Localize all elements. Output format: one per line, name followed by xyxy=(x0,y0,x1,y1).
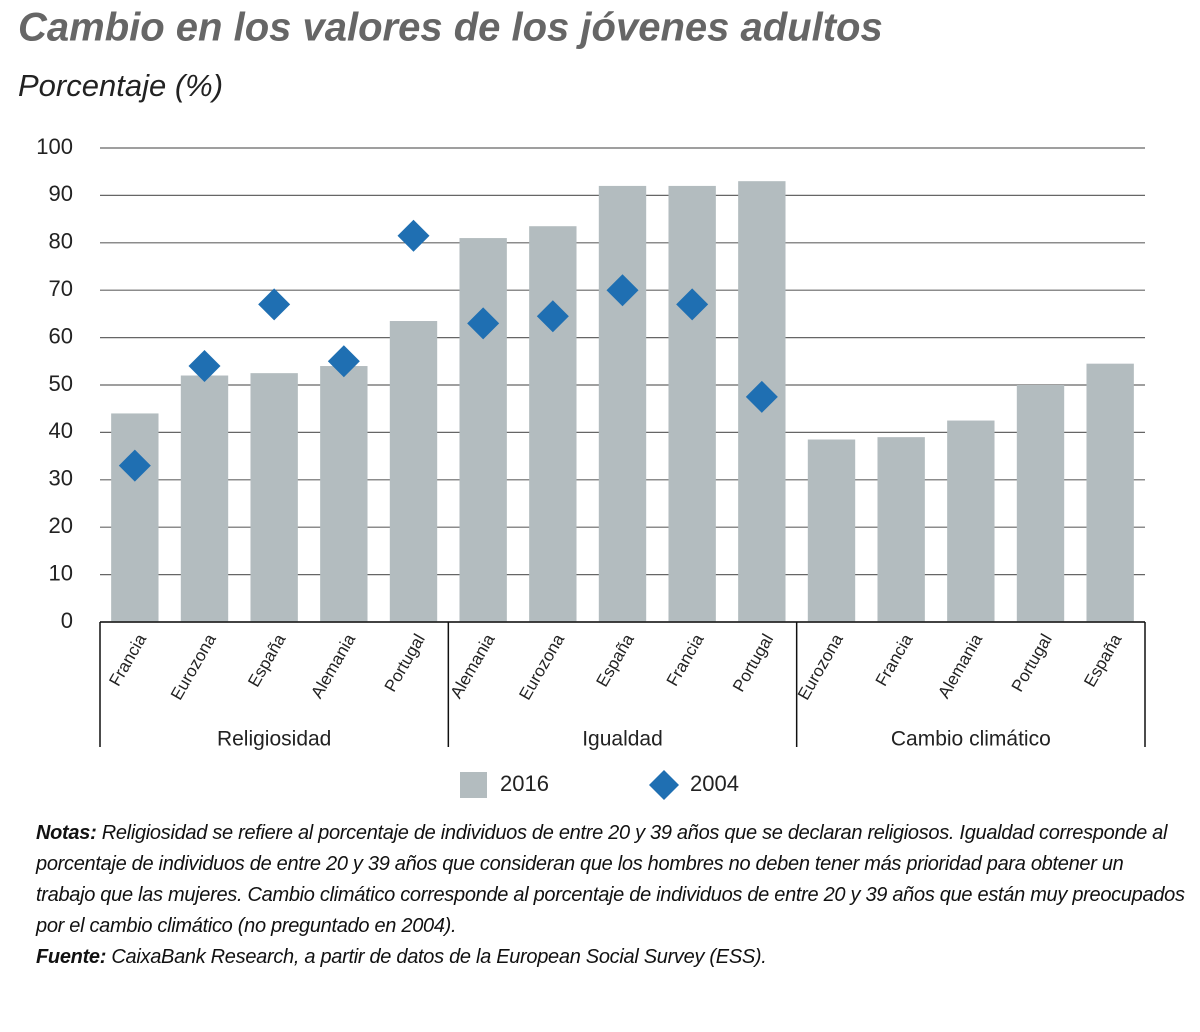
marker xyxy=(467,307,500,340)
legend-label: 2004 xyxy=(690,771,739,796)
bar xyxy=(668,185,716,623)
marker xyxy=(258,288,291,321)
chart-subtitle: Porcentaje (%) xyxy=(18,68,223,103)
group-label: Cambio climático xyxy=(891,728,1051,751)
x-tick-label: Francia xyxy=(872,630,917,689)
legend-swatch xyxy=(460,772,487,798)
notes-label: Notas: xyxy=(36,822,97,844)
bar xyxy=(807,439,856,622)
bar xyxy=(1016,385,1065,622)
bar xyxy=(598,185,647,623)
x-tick-label: Portugal xyxy=(381,631,429,695)
y-tick-label: 30 xyxy=(49,466,73,491)
marker xyxy=(606,274,639,307)
y-tick-label: 80 xyxy=(49,229,73,254)
y-tick-label: 20 xyxy=(49,513,73,538)
notes: Notas: Religiosidad se refiere al porcen… xyxy=(36,818,1186,973)
bar xyxy=(877,437,925,622)
legend-label: 2016 xyxy=(500,771,549,796)
marker xyxy=(327,345,360,378)
chart-title: Cambio en los valores de los jóvenes adu… xyxy=(18,6,883,50)
bar xyxy=(459,238,507,622)
notes-paragraph: Notas: Religiosidad se refiere al porcen… xyxy=(36,818,1186,942)
y-tick-label: 40 xyxy=(49,418,73,443)
x-tick-label: Alemania xyxy=(307,630,359,701)
x-tick-label: España xyxy=(593,630,639,690)
marker xyxy=(397,219,430,252)
source-paragraph: Fuente: CaixaBank Research, a partir de … xyxy=(36,942,1186,973)
x-tick-label: España xyxy=(1080,630,1126,690)
bar xyxy=(389,321,438,622)
x-tick-label: Eurozona xyxy=(794,630,847,703)
marker xyxy=(118,449,151,482)
marker xyxy=(536,300,569,333)
bar xyxy=(320,366,368,622)
bar xyxy=(250,373,298,622)
x-tick-label: España xyxy=(244,630,290,690)
y-tick-label: 90 xyxy=(49,181,73,206)
x-tick-label: Eurozona xyxy=(167,630,220,703)
x-tick-label: Alemania xyxy=(447,630,499,701)
bar xyxy=(180,375,229,622)
bar xyxy=(1086,363,1134,622)
x-tick-label: Portugal xyxy=(729,631,777,695)
chart: Cambio en los valores de los jóvenes adu… xyxy=(18,6,1146,800)
source-label: Fuente: xyxy=(36,946,107,968)
x-tick-label: Francia xyxy=(663,630,708,689)
y-tick-label: 60 xyxy=(49,323,73,348)
legend-swatch xyxy=(649,770,679,800)
x-tick-label: Portugal xyxy=(1008,631,1056,695)
bar xyxy=(111,413,159,622)
group-label: Igualdad xyxy=(582,728,663,751)
marker xyxy=(188,350,221,383)
marker xyxy=(745,380,778,413)
notes-text: Religiosidad se refiere al porcentaje de… xyxy=(36,822,1185,937)
bar xyxy=(947,420,995,622)
y-tick-label: 70 xyxy=(49,276,73,301)
source-text: CaixaBank Research, a partir de datos de… xyxy=(111,946,767,968)
x-tick-label: Francia xyxy=(105,630,150,689)
y-tick-label: 50 xyxy=(49,371,73,396)
group-label: Religiosidad xyxy=(217,728,331,751)
marker xyxy=(676,288,709,321)
y-tick-label: 10 xyxy=(49,560,73,585)
bar xyxy=(529,226,577,622)
x-tick-label: Eurozona xyxy=(515,630,568,703)
y-tick-label: 0 xyxy=(61,608,73,633)
x-tick-label: Alemania xyxy=(934,630,986,701)
y-tick-label: 100 xyxy=(36,134,73,159)
